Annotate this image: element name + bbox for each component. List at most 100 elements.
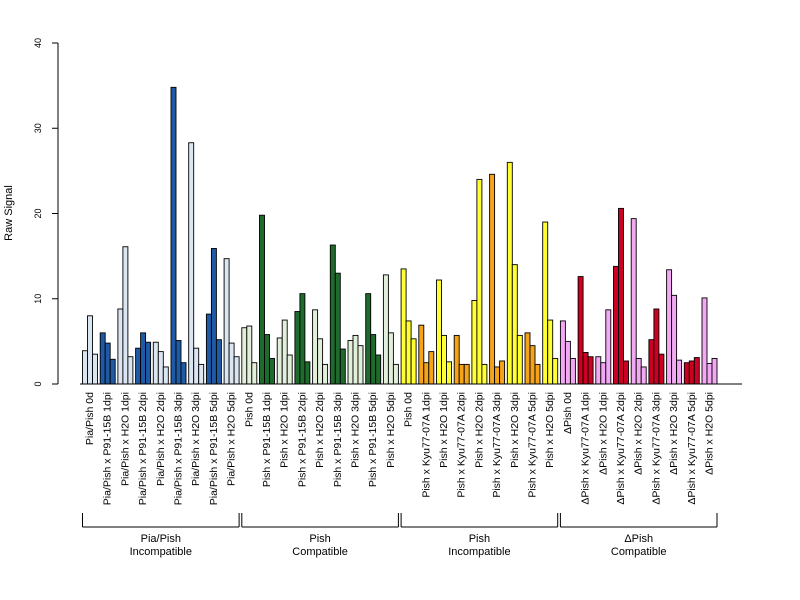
x-category-label: Pia/Pish x P91-15B 1dpi — [102, 392, 114, 505]
x-category-label: Pish x H2O 2dpi — [473, 392, 485, 468]
bar — [577, 276, 584, 385]
bar — [276, 337, 283, 385]
x-category-label: ΔPish x Kyu77-07A 1dpi — [580, 392, 592, 505]
bar — [339, 348, 346, 385]
x-category-label: Pish x P91-15B 2dpi — [296, 392, 308, 487]
x-category-labels: Pia/Pish 0d Pia/Pish x P91-15B 1dpi Pia/Pi… — [84, 392, 716, 505]
bar — [304, 361, 311, 385]
x-category-label: Pia/Pish x P91-15B 5dpi — [208, 392, 220, 505]
bar — [706, 363, 713, 385]
bar — [511, 264, 518, 385]
x-category-label: Pia/Pish 0d — [84, 392, 96, 445]
bar — [405, 320, 412, 385]
bar — [175, 340, 182, 385]
bar — [653, 308, 660, 385]
group-label-line1: Pish — [309, 533, 330, 545]
bar — [312, 309, 319, 385]
bar — [534, 363, 541, 385]
x-category-label: Pish x H2O 2dpi — [314, 392, 326, 468]
bar — [701, 297, 708, 385]
bar — [453, 334, 460, 385]
bar — [569, 357, 576, 385]
bar — [693, 357, 700, 385]
bar — [104, 342, 111, 385]
bar — [157, 351, 164, 385]
y-tick-label: 10 — [33, 294, 43, 304]
bar — [552, 357, 559, 385]
bar — [193, 347, 200, 385]
bar — [676, 359, 683, 385]
bar — [264, 334, 270, 385]
bar — [170, 86, 177, 385]
x-category-label: Pish x H2O 3dpi — [350, 392, 362, 468]
bar — [542, 221, 549, 385]
bar — [559, 320, 566, 385]
bar — [286, 354, 293, 385]
bar — [180, 362, 187, 385]
bar — [233, 356, 240, 385]
bar — [671, 294, 678, 385]
x-category-label: Pish x H2O 3dpi — [509, 392, 521, 468]
x-category-label: ΔPish x Kyu77-07A 3dpi — [650, 392, 662, 505]
bar — [499, 360, 506, 385]
bar — [436, 279, 442, 385]
x-category-label: Pish x H2O 5dpi — [544, 392, 556, 468]
y-tick-label: 0 — [33, 381, 43, 386]
bar — [375, 354, 382, 385]
x-category-label: Pish x Kyu77-07A 2dpi — [456, 392, 468, 498]
group-brackets: Pia/PishIncompatiblePishCompatiblePishIn… — [82, 513, 718, 558]
x-category-label: ΔPish 0d — [562, 392, 574, 434]
bar — [122, 246, 129, 385]
bar — [140, 332, 147, 385]
bar — [458, 363, 465, 385]
bar — [370, 334, 377, 385]
x-category-label: ΔPish x Kyu77-07A 2dpi — [615, 392, 627, 505]
bar — [489, 173, 496, 385]
bar — [152, 341, 159, 385]
bar — [418, 324, 425, 385]
y-tick-label: 30 — [33, 123, 43, 133]
x-category-label: Pia/Pish x P91-15B 2dpi — [137, 392, 149, 505]
x-category-label: ΔPish x Kyu77-07A 5dpi — [686, 392, 698, 505]
bar — [587, 356, 594, 385]
bar — [658, 353, 665, 385]
bar — [630, 218, 637, 385]
x-category-label: ΔPish x H2O 3dpi — [668, 392, 680, 475]
bar — [299, 293, 306, 385]
group-label-line1: Pia/Pish — [141, 533, 181, 545]
bar — [516, 334, 523, 385]
bar — [605, 309, 612, 385]
bar — [269, 357, 275, 385]
bar — [259, 214, 265, 385]
bar — [251, 362, 258, 385]
bar — [365, 293, 372, 385]
bar — [109, 358, 116, 385]
y-axis-title: Raw Signal — [3, 185, 15, 241]
bar — [618, 207, 624, 385]
group-label-line2: Compatible — [292, 546, 348, 558]
bar — [392, 363, 399, 385]
bar — [666, 269, 673, 385]
x-category-label: Pia/Pish x H2O 5dpi — [226, 392, 238, 486]
group-label-line2: Compatible — [611, 546, 667, 558]
x-category-label: Pia/Pish x P91-15B 3dpi — [173, 392, 185, 505]
bar — [711, 357, 718, 385]
x-category-label: Pish x P91-15B 1dpi — [261, 392, 273, 487]
bar — [347, 340, 354, 385]
bar — [564, 340, 571, 385]
x-category-label: ΔPish x H2O 2dpi — [633, 392, 645, 475]
x-category-label: ΔPish x H2O 1dpi — [597, 392, 609, 475]
bar — [529, 345, 536, 385]
group-label-line1: Pish — [469, 533, 490, 545]
x-category-label: Pish x Kyu77-07A 1dpi — [420, 392, 432, 498]
bar — [99, 332, 106, 385]
bar — [446, 361, 452, 385]
bar — [623, 360, 629, 385]
bar — [246, 325, 253, 385]
bar — [494, 366, 501, 385]
x-category-label: Pish x Kyu77-07A 3dpi — [491, 392, 503, 498]
x-category-label: Pish x H2O 5dpi — [385, 392, 397, 468]
bar — [317, 338, 324, 385]
bar — [524, 332, 531, 385]
bar — [92, 353, 98, 385]
